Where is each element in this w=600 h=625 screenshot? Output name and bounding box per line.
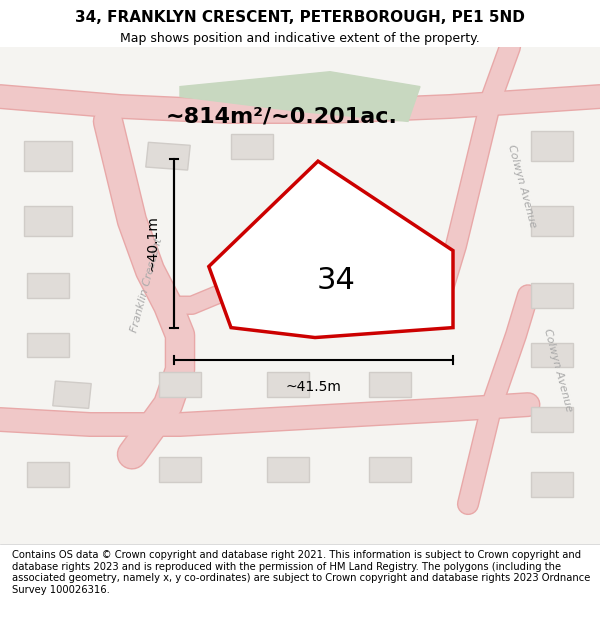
Text: 34, FRANKLYN CRESCENT, PETERBOROUGH, PE1 5ND: 34, FRANKLYN CRESCENT, PETERBOROUGH, PE1… [75, 10, 525, 25]
Text: ~814m²/~0.201ac.: ~814m²/~0.201ac. [166, 106, 398, 126]
Text: ~40.1m: ~40.1m [146, 215, 160, 271]
Text: Contains OS data © Crown copyright and database right 2021. This information is : Contains OS data © Crown copyright and d… [12, 550, 590, 595]
Bar [369, 372, 411, 397]
Polygon shape [180, 72, 420, 121]
Bar [24, 206, 72, 236]
Text: Colwyn Avenue: Colwyn Avenue [542, 327, 574, 412]
Bar [159, 372, 201, 397]
Bar [531, 131, 573, 161]
Bar [159, 457, 201, 482]
Text: Franklin Crescent: Franklin Crescent [130, 237, 164, 334]
Bar [231, 134, 273, 159]
Bar [267, 457, 309, 482]
Text: ~41.5m: ~41.5m [286, 380, 341, 394]
Polygon shape [209, 161, 453, 338]
Bar [27, 332, 69, 357]
Bar [53, 381, 91, 408]
Text: 34: 34 [317, 266, 355, 295]
Text: Colwyn Avenue: Colwyn Avenue [506, 143, 538, 229]
Bar [299, 209, 337, 232]
Bar [146, 142, 190, 170]
Bar [24, 141, 72, 171]
Bar [531, 407, 573, 432]
Bar [531, 283, 573, 308]
Bar [531, 342, 573, 367]
Bar [531, 206, 573, 236]
Bar [255, 271, 309, 300]
Bar [27, 462, 69, 487]
Bar [27, 273, 69, 298]
Bar [369, 457, 411, 482]
Text: Map shows position and indicative extent of the property.: Map shows position and indicative extent… [120, 32, 480, 45]
Bar [267, 372, 309, 397]
Bar [531, 472, 573, 496]
